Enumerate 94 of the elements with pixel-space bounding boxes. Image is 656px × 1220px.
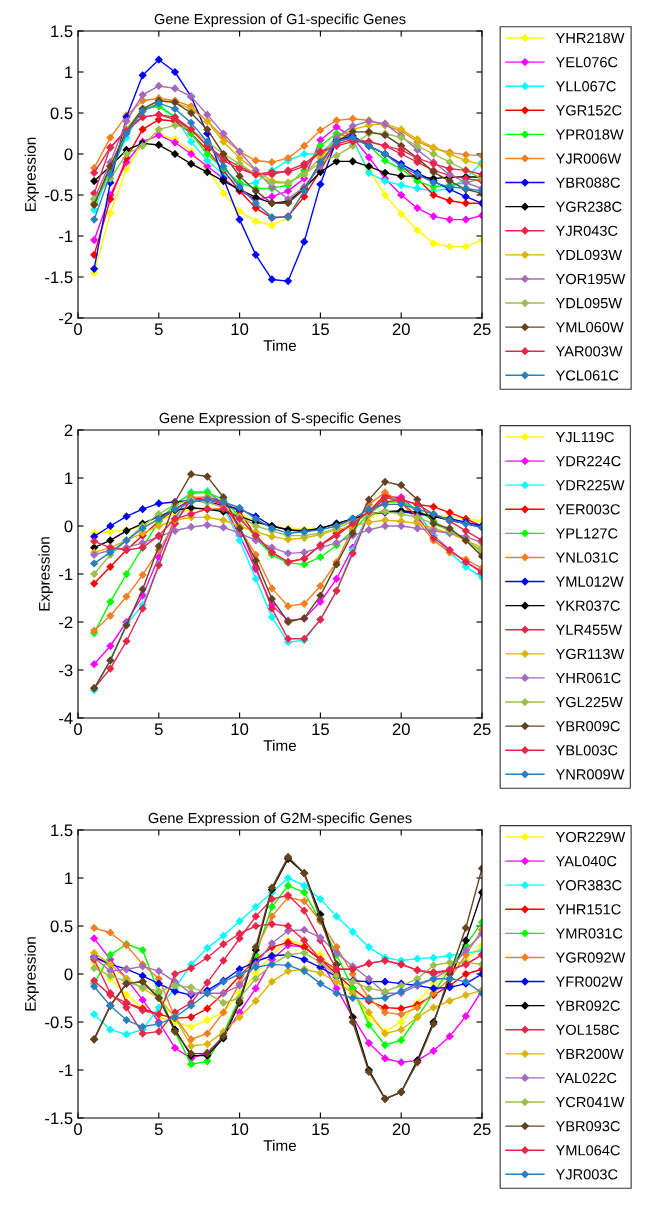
x-tick-label: 10 bbox=[231, 323, 249, 336]
legend-label: YPR018W bbox=[555, 129, 624, 140]
x-tick-label: 25 bbox=[473, 323, 491, 336]
legend-label: YHR061C bbox=[555, 672, 621, 684]
legend-label: YLL067C bbox=[555, 81, 616, 92]
legend-label: YGR092W bbox=[555, 952, 626, 963]
legend-label: YER003C bbox=[555, 504, 620, 515]
x-tick-label: 15 bbox=[312, 723, 329, 736]
y-tick-label: -0.5 bbox=[45, 189, 73, 202]
legend-label: YBL003C bbox=[555, 745, 618, 756]
chart-title: Gene Expression of S-specific Genes bbox=[159, 412, 401, 427]
legend-label: YEL076C bbox=[555, 57, 618, 68]
y-tick-label: -2 bbox=[59, 616, 73, 629]
legend-label: YBR088C bbox=[555, 177, 620, 188]
legend-label: YPL127C bbox=[555, 528, 618, 539]
y-tick-label: -2 bbox=[59, 312, 73, 325]
chart-title: Gene Expression of G2M-specific Genes bbox=[148, 812, 412, 827]
y-tick-label: 0 bbox=[64, 520, 73, 533]
y-tick-label: -0.5 bbox=[45, 1016, 73, 1029]
y-tick-label: -3 bbox=[59, 664, 73, 677]
legend-label: YJR006W bbox=[555, 153, 622, 164]
legend-label: YJR003C bbox=[555, 1169, 618, 1180]
y-axis-title: Expression bbox=[24, 137, 39, 212]
x-tick-label: 5 bbox=[154, 323, 163, 336]
legend-label: YMR031C bbox=[555, 928, 623, 939]
legend-label: YGR113W bbox=[555, 648, 625, 660]
legend-label: YAL040C bbox=[555, 855, 617, 867]
y-tick-label: -1 bbox=[59, 1064, 73, 1077]
x-axis-title: Time bbox=[263, 339, 297, 352]
y-tick-label: 1 bbox=[65, 66, 73, 79]
x-tick-label: 20 bbox=[392, 1123, 410, 1136]
legend-label: YKR037C bbox=[555, 600, 620, 611]
x-tick-label: 0 bbox=[74, 723, 82, 736]
x-tick-label: 0 bbox=[74, 323, 82, 336]
legend-label: YOR195W bbox=[555, 273, 626, 285]
y-tick-label: 1 bbox=[65, 472, 73, 485]
y-tick-label: -1 bbox=[59, 568, 73, 581]
legend-label: YJL119C bbox=[555, 431, 614, 443]
legend-label: YNR009W bbox=[555, 769, 625, 780]
x-axis-title: Time bbox=[263, 739, 297, 752]
legend-label: YGR152C bbox=[555, 105, 622, 116]
y-tick-label: -1.5 bbox=[45, 271, 73, 284]
x-tick-label: 0 bbox=[74, 1123, 82, 1136]
legend-label: YML012W bbox=[555, 576, 624, 587]
y-tick-label: 0.5 bbox=[50, 920, 73, 933]
y-tick-label: 0.5 bbox=[50, 107, 73, 120]
legend-label: YFR002W bbox=[555, 976, 623, 987]
y-tick-label: 0 bbox=[64, 148, 73, 161]
y-tick-label: 1.5 bbox=[51, 25, 73, 38]
x-tick-label: 15 bbox=[312, 323, 329, 336]
legend-label: YAL022C bbox=[555, 1072, 617, 1084]
legend-label: YGL225W bbox=[555, 696, 623, 708]
legend-label: YBR200W bbox=[555, 1048, 624, 1060]
x-tick-label: 25 bbox=[473, 723, 491, 736]
legend-label: YDR224C bbox=[555, 455, 621, 467]
x-tick-label: 20 bbox=[392, 323, 410, 336]
legend-label: YOR383C bbox=[555, 880, 622, 891]
legend-label: YDL095W bbox=[555, 297, 623, 309]
x-tick-label: 5 bbox=[154, 1123, 163, 1136]
y-axis-title: Expression bbox=[38, 537, 53, 611]
legend-label: YDR225W bbox=[555, 480, 625, 491]
x-tick-label: 20 bbox=[392, 723, 410, 736]
legend-label: YCR041W bbox=[555, 1096, 625, 1108]
legend-label: YGR238C bbox=[555, 201, 622, 212]
legend-label: YDL093W bbox=[555, 249, 623, 261]
legend-label: YBR093C bbox=[555, 1121, 620, 1132]
y-tick-label: -4 bbox=[59, 712, 73, 725]
x-tick-label: 10 bbox=[231, 723, 249, 736]
y-tick-label: 0 bbox=[64, 968, 73, 981]
y-tick-label: -1.5 bbox=[45, 1112, 73, 1125]
x-tick-label: 25 bbox=[473, 1123, 491, 1136]
y-axis-title: Expression bbox=[24, 937, 39, 1011]
x-axis-title: Time bbox=[263, 1139, 297, 1152]
legend-label: YLR455W bbox=[555, 624, 623, 635]
legend-label: YBR009C bbox=[555, 721, 620, 732]
x-tick-label: 10 bbox=[231, 1123, 249, 1136]
legend-label: YCL061C bbox=[555, 370, 619, 381]
y-tick-label: -1 bbox=[59, 230, 73, 243]
legend-label: YML060W bbox=[555, 322, 624, 333]
legend-label: YNL031C bbox=[555, 552, 619, 563]
legend-label: YOR229W bbox=[555, 831, 626, 843]
legend-label: YBR092C bbox=[555, 1000, 620, 1011]
x-tick-label: 5 bbox=[154, 723, 163, 736]
legend-label: YML064C bbox=[555, 1145, 620, 1156]
x-tick-label: 15 bbox=[312, 1123, 329, 1136]
y-tick-label: 2 bbox=[64, 424, 73, 437]
y-tick-label: 1.5 bbox=[51, 824, 73, 837]
legend-label: YOL158C bbox=[555, 1024, 620, 1035]
y-tick-label: 1 bbox=[65, 872, 73, 885]
chart-title: Gene Expression of G1-specific Genes bbox=[154, 13, 406, 28]
legend-label: YJR043C bbox=[555, 225, 618, 236]
legend-label: YAR003W bbox=[555, 346, 623, 357]
legend-label: YHR151C bbox=[555, 904, 621, 915]
legend-label: YHR218W bbox=[555, 32, 625, 44]
